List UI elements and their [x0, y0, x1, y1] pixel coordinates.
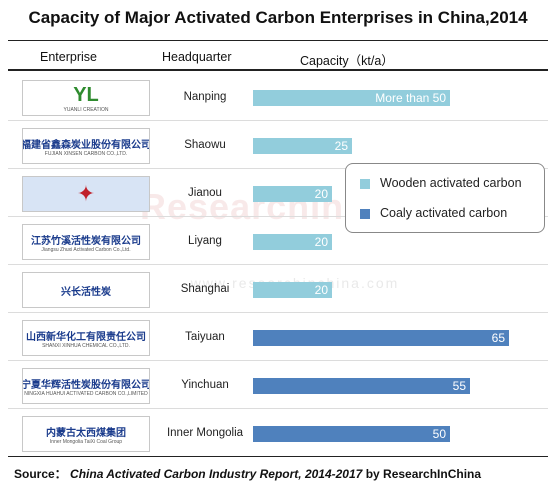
- source-by: by ResearchInChina: [365, 467, 482, 481]
- headquarter-label: Liyang: [188, 235, 222, 247]
- bar-shanghai: [253, 282, 332, 298]
- logo-subtext: YUANLI CREATION: [63, 106, 109, 113]
- headquarter-label: Jianou: [188, 187, 222, 199]
- xinsen-carbon-logo: 福建省鑫森炭业股份有限公司 FUJIAN XINSEN CARBON CO.,LT…: [22, 128, 150, 164]
- legend: Wooden activated carbon Coaly activated …: [345, 163, 545, 233]
- chart-title: Capacity of Major Activated Carbon Enter…: [28, 8, 528, 27]
- legend-swatch-wooden: [360, 179, 370, 189]
- bar-data-label: 20: [314, 283, 328, 297]
- logo-text: 福建省鑫森炭业股份有限公司: [22, 139, 150, 151]
- bar-shaowu: [253, 138, 352, 154]
- xingchang-logo: 兴长活性炭: [22, 272, 150, 308]
- row-separator: [8, 120, 548, 121]
- bar-data-label: More than 50: [375, 91, 446, 105]
- logo-text: 内蒙古太西煤集团: [46, 427, 126, 439]
- legend-label-wooden: Wooden activated carbon: [380, 176, 522, 190]
- compass-star-icon: ✦: [76, 181, 96, 206]
- headquarter-label: Taiyuan: [185, 331, 225, 343]
- header-enterprise: Enterprise: [40, 50, 97, 64]
- logo-subtext: FUJIAN XINSEN CARBON CO.,LTD.: [44, 150, 128, 157]
- header-capacity: Capacity（kt/a）: [300, 54, 394, 68]
- taixi-coal-logo: 内蒙古太西煤集团 Inner Mongolia TaiXi Coal Group: [22, 416, 150, 452]
- headquarter-label: Nanping: [183, 91, 227, 103]
- logo-text: 江苏竹溪活性炭有限公司: [31, 235, 141, 247]
- bar-data-label: 65: [491, 331, 505, 345]
- headquarter-label: Shaowu: [184, 139, 226, 151]
- logo-text: 兴长活性炭: [61, 286, 111, 298]
- yl-creation-logo: YL YUANLI CREATION: [22, 80, 150, 116]
- table-bottom-rule: [8, 456, 548, 457]
- row-separator: [8, 408, 548, 409]
- logo-subtext: Jiangsu Zhuxi Activated Carbon Co.,Ltd.: [41, 246, 131, 253]
- logo-text: 宁夏华辉活性炭股份有限公司: [22, 379, 150, 391]
- bar-data-label: 55: [452, 379, 466, 393]
- logo-text: 山西新华化工有限责任公司: [26, 331, 146, 343]
- row-separator: [8, 216, 548, 217]
- source-label: Source：: [14, 467, 67, 481]
- bar-jianou: [253, 186, 332, 202]
- table-header-rule: [8, 69, 548, 71]
- header-headquarter: Headquarter: [162, 50, 232, 64]
- row-separator: [8, 264, 548, 265]
- table-top-rule: [8, 40, 548, 41]
- row-separator: [8, 360, 548, 361]
- bar-data-label: 25: [334, 139, 348, 153]
- bar-taiyuan: [253, 330, 509, 346]
- bar-nanping: [253, 90, 450, 106]
- headquarter-label: Yinchuan: [181, 379, 229, 391]
- ningxia-huahui-logo: 宁夏华辉活性炭股份有限公司 NINGXIA HUAHUI ACTIVATED CA…: [22, 368, 150, 404]
- bar-data-label: 20: [314, 235, 328, 249]
- source-note: Source： China Activated Carbon Industry …: [14, 465, 481, 482]
- row-separator: [8, 168, 548, 169]
- logo-subtext: NINGXIA HUAHUI ACTIVATED CARBON CO.,LIMI…: [24, 390, 148, 397]
- logo-subtext: Inner Mongolia TaiXi Coal Group: [49, 438, 123, 445]
- bar-data-label: 50: [432, 427, 446, 441]
- headquarter-label: Shanghai: [180, 283, 230, 295]
- logo-subtext: SHANXI XINHUA CHEMICAL CO.,LTD.: [42, 342, 130, 349]
- bar-liyang: [253, 234, 332, 250]
- bar-inner-mongolia: [253, 426, 450, 442]
- headquarter-label: Inner Mongolia: [166, 427, 244, 439]
- legend-swatch-coaly: [360, 209, 370, 219]
- legend-label-coaly: Coaly activated carbon: [380, 206, 508, 220]
- logo-text: YL: [73, 83, 99, 106]
- row-separator: [8, 312, 548, 313]
- zhuxi-logo: 江苏竹溪活性炭有限公司 Jiangsu Zhuxi Activated Carbo…: [22, 224, 150, 260]
- bar-data-label: 20: [314, 187, 328, 201]
- source-report: China Activated Carbon Industry Report, …: [70, 467, 363, 481]
- jianou-logo: ✦: [22, 176, 150, 212]
- bar-yinchuan: [253, 378, 470, 394]
- shanxi-xinhua-logo: 山西新华化工有限责任公司 SHANXI XINHUA CHEMICAL CO.,L…: [22, 320, 150, 356]
